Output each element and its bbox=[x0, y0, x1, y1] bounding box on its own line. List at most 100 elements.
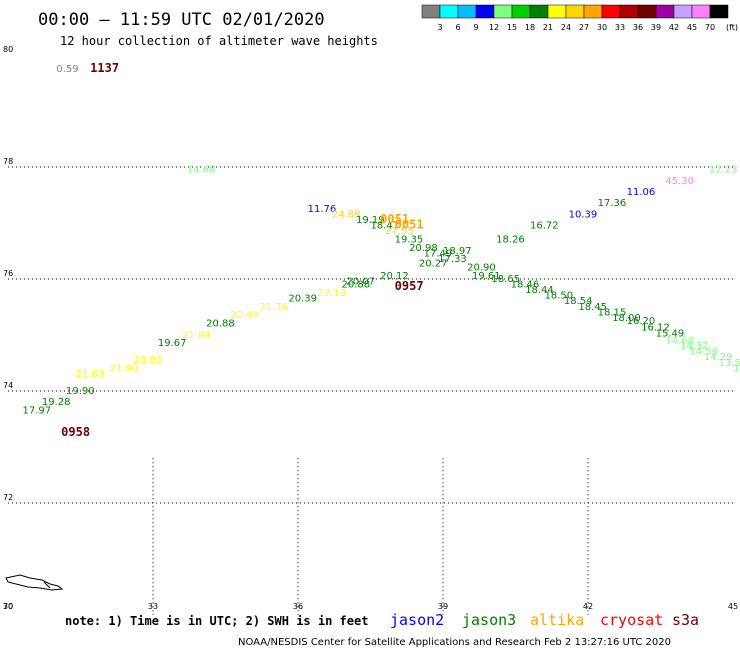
swh-value: 15.49 bbox=[656, 329, 685, 340]
swh-value: 10.39 bbox=[569, 209, 598, 220]
swh-value: 22.13 bbox=[317, 288, 346, 299]
swh-value: 20.90 bbox=[467, 263, 496, 274]
swh-value: 18.47 bbox=[371, 221, 400, 232]
swh-value: 18.97 bbox=[443, 246, 472, 257]
color-swatch bbox=[583, 4, 603, 19]
swh-value: 11.76 bbox=[308, 204, 337, 215]
lat-tick-label: 74 bbox=[3, 381, 13, 390]
lon-tick-label: 36 bbox=[293, 602, 303, 611]
swh-value: 24.88 bbox=[332, 209, 361, 220]
lon-tick-label: 45 bbox=[728, 602, 738, 611]
swh-value: 16.20 bbox=[627, 316, 656, 327]
axis-tick-labels: 30 33 36 39 42 45 70 72 74 76 78 80 bbox=[3, 45, 738, 611]
color-swatch bbox=[457, 4, 477, 19]
color-scale-label: 39 bbox=[651, 23, 661, 32]
swh-value: 18.65 bbox=[491, 274, 520, 285]
lat-tick-label: 78 bbox=[3, 157, 13, 166]
color-scale-label: 24 bbox=[561, 23, 571, 32]
lat-lon-grid bbox=[8, 166, 733, 615]
color-swatch bbox=[565, 4, 585, 19]
color-swatch bbox=[547, 4, 567, 19]
color-scale-label: 6 bbox=[455, 23, 460, 32]
color-swatch bbox=[529, 4, 549, 19]
swh-value: 45.30 bbox=[665, 176, 694, 187]
swh-value: 16.12 bbox=[641, 323, 670, 334]
swh-value: 20.27 bbox=[419, 259, 448, 270]
lat-tick-label: 80 bbox=[3, 45, 13, 54]
color-swatch bbox=[439, 4, 459, 19]
color-scale-label: 36 bbox=[633, 23, 643, 32]
satellite-name: cryosat bbox=[600, 611, 663, 629]
wave-height-observations: 0.5914.6811.7624.8819.1918.4727.5519.352… bbox=[23, 64, 740, 417]
color-scale-label: 9 bbox=[473, 23, 478, 32]
satellite-name: jason2 bbox=[390, 611, 444, 629]
swh-value: 20.88 bbox=[342, 279, 371, 290]
color-swatch bbox=[709, 4, 729, 19]
color-swatch bbox=[691, 4, 711, 19]
lat-tick-label: 72 bbox=[3, 493, 13, 502]
swh-value: 20.88 bbox=[206, 319, 235, 330]
pass-time-label: 0958 bbox=[61, 425, 90, 439]
color-swatch bbox=[655, 4, 675, 19]
color-scale-label: 45 bbox=[687, 23, 697, 32]
swh-value: 12.23 bbox=[709, 165, 738, 176]
swh-value: 21.90 bbox=[110, 363, 139, 374]
swh-value: 13.5 bbox=[733, 363, 740, 374]
lon-tick-label: 42 bbox=[583, 602, 593, 611]
color-scale-label: 30 bbox=[597, 23, 607, 32]
swh-value: 14.68 bbox=[187, 165, 216, 176]
color-swatch bbox=[673, 4, 693, 19]
swh-value: 21.76 bbox=[259, 302, 288, 313]
pass-time-label: 1137 bbox=[90, 61, 119, 75]
satellite-name: altika bbox=[530, 611, 584, 629]
swh-value: 21.63 bbox=[76, 369, 105, 380]
color-scale-label: 33 bbox=[615, 23, 625, 32]
swh-value: 19.61 bbox=[472, 271, 501, 282]
color-swatch bbox=[511, 4, 531, 19]
swh-value: 17.33 bbox=[438, 254, 467, 265]
color-scale-label: 27 bbox=[579, 23, 589, 32]
lon-tick-label: 33 bbox=[148, 602, 158, 611]
swh-value: 19.28 bbox=[42, 397, 71, 408]
color-scale-label: 18 bbox=[525, 23, 535, 32]
swh-value: 23.83 bbox=[134, 355, 163, 366]
credit-line: NOAA/NESDIS Center for Satellite Applica… bbox=[238, 637, 671, 648]
swh-value: 14.68 bbox=[665, 335, 694, 346]
swh-value: 18.44 bbox=[525, 285, 554, 296]
color-swatch bbox=[619, 4, 639, 19]
swh-value: 18.50 bbox=[545, 291, 574, 302]
lon-tick-label: 39 bbox=[438, 602, 448, 611]
color-scale-label: 12 bbox=[489, 23, 499, 32]
swh-value: 18.15 bbox=[598, 307, 627, 318]
swh-value: 18.26 bbox=[496, 235, 525, 246]
color-swatch bbox=[475, 4, 495, 19]
color-scale-label: 42 bbox=[669, 23, 679, 32]
pass-time-label: 0051 bbox=[395, 218, 424, 232]
swh-value: 19.67 bbox=[158, 338, 187, 349]
swh-value: 0.59 bbox=[56, 64, 78, 75]
swh-value: 20.07 bbox=[346, 277, 375, 288]
lat-tick-label: 76 bbox=[3, 269, 13, 278]
swh-value: 11.06 bbox=[627, 187, 656, 198]
pass-time-label: 0051 bbox=[380, 212, 409, 226]
color-swatch bbox=[421, 4, 441, 19]
swh-value: 17.36 bbox=[598, 198, 627, 209]
map-subtitle: 12 hour collection of altimeter wave hei… bbox=[60, 34, 378, 48]
color-scale-label: 70 bbox=[705, 23, 715, 32]
swh-value: 20.98 bbox=[409, 243, 438, 254]
lat-tick-label: 70 bbox=[3, 602, 13, 611]
color-scale-label: 21 bbox=[543, 23, 553, 32]
swh-value: 19.19 bbox=[356, 215, 385, 226]
swh-value: 13.51 bbox=[719, 358, 740, 369]
lon-tick-label: 30 bbox=[3, 602, 13, 611]
satellite-name: jason3 bbox=[462, 611, 516, 629]
color-swatch bbox=[637, 4, 657, 19]
color-scale-label: 3 bbox=[437, 23, 442, 32]
swh-value: 21.84 bbox=[182, 330, 211, 341]
color-scale-unit: (ft) bbox=[726, 23, 738, 32]
swh-value: 16.72 bbox=[530, 221, 559, 232]
swh-value: 17.97 bbox=[23, 405, 52, 416]
swh-value: 27.55 bbox=[385, 226, 414, 237]
